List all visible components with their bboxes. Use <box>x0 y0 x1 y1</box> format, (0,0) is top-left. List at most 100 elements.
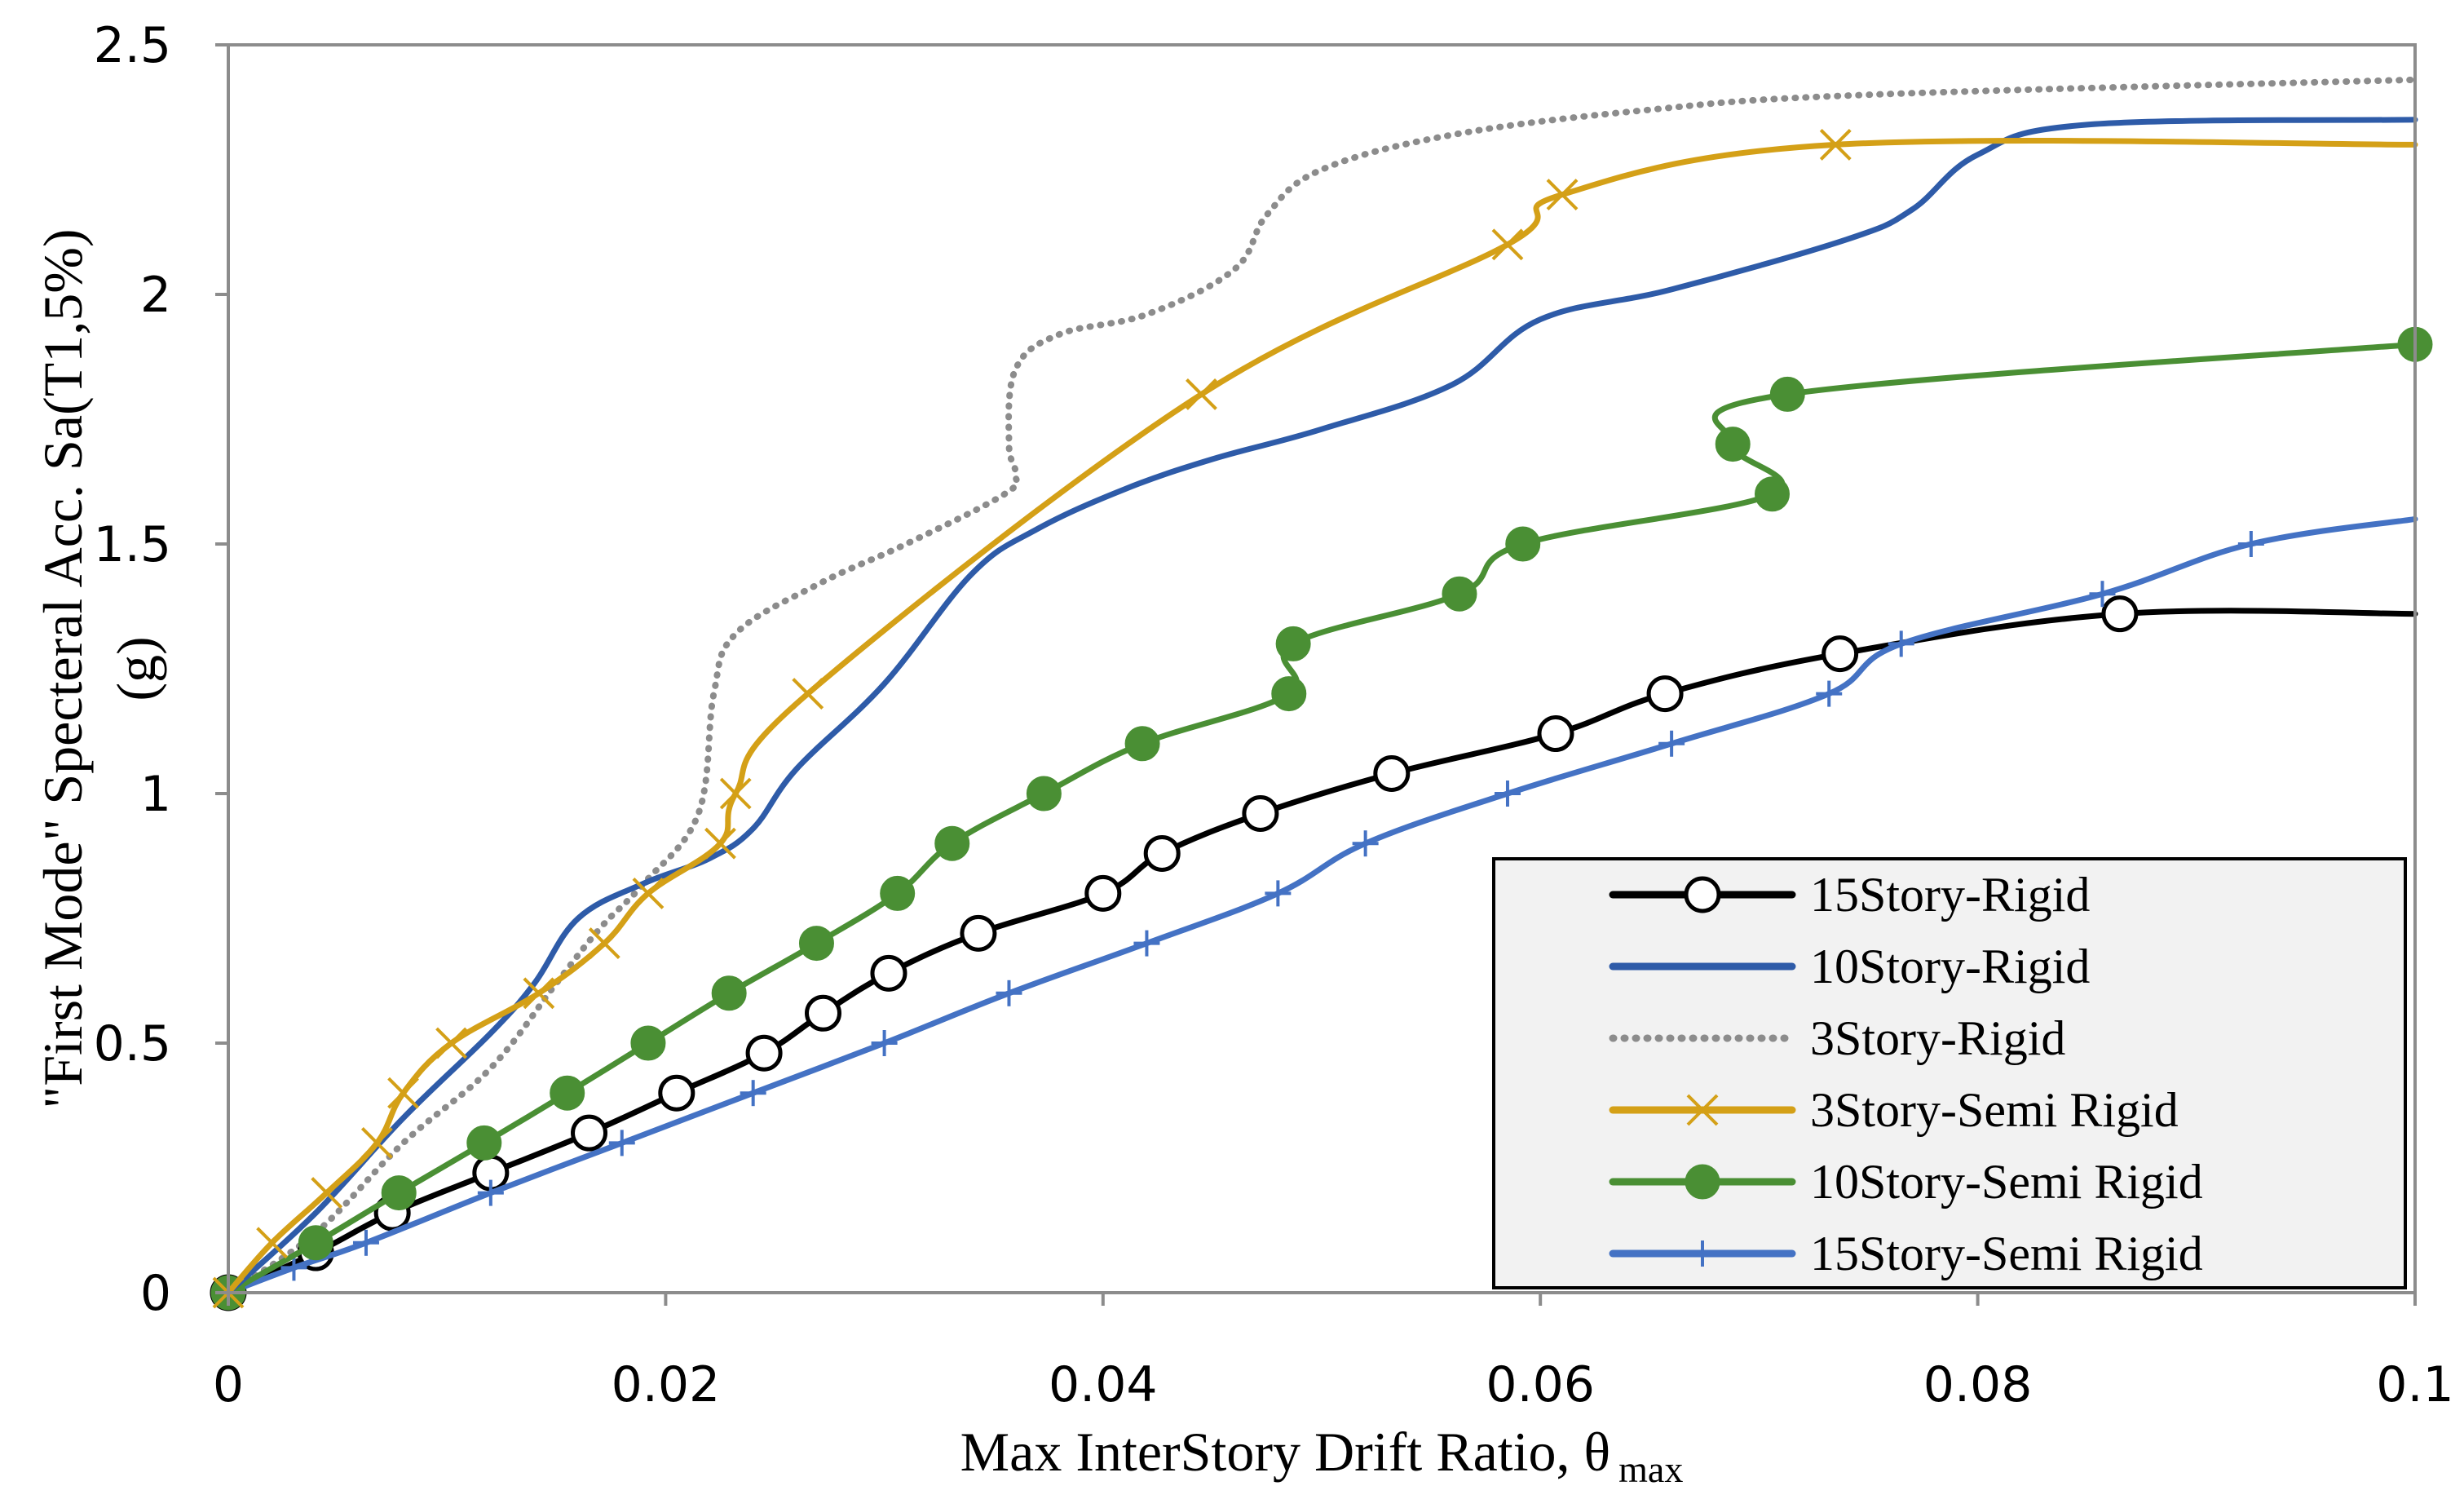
data-point-15story-semi-rigid-13 <box>1816 680 1843 707</box>
x-axis-title-main: Max InterStory Drift Ratio, θ <box>960 1421 1610 1483</box>
data-point-15story-rigid-9 <box>960 914 997 952</box>
legend-marker-15story-semi-rigid <box>1689 1240 1716 1267</box>
data-point-15story-rigid-11 <box>1143 834 1181 872</box>
x-tick-label-0: 0 <box>213 1356 244 1413</box>
data-point-10story-semi-rigid-16 <box>1754 476 1790 512</box>
data-point-15story-semi-rigid-7 <box>996 980 1022 1006</box>
data-point-10story-semi-rigid-15 <box>1505 526 1541 562</box>
legend-label-3story-semi-rigid: 3Story-Semi Rigid <box>1810 1083 2179 1137</box>
x-tick-label-5: 0.1 <box>2376 1356 2453 1413</box>
data-point-3story-semi-rigid-3-stroke-b <box>360 1126 393 1159</box>
legend-entry-3story-semi-rigid: 3Story-Semi Rigid <box>1609 1083 2179 1137</box>
data-point-3story-semi-rigid-4-stroke-b <box>387 1077 419 1109</box>
data-point-15story-semi-rigid-14 <box>1888 630 1914 657</box>
data-point-3story-semi-rigid-8 <box>632 877 665 909</box>
x-tick-label-3: 0.06 <box>1486 1356 1595 1413</box>
x-tick-label-4: 0.08 <box>1923 1356 2033 1413</box>
data-point-3story-semi-rigid-7-stroke-b <box>588 927 620 960</box>
data-point-10story-semi-rigid-5 <box>630 1025 666 1061</box>
data-point-10story-semi-rigid-10 <box>1026 776 1062 811</box>
data-point-3story-semi-rigid-15-stroke-b <box>1819 128 1852 161</box>
data-point-15story-rigid-8 <box>870 954 907 992</box>
data-point-15story-semi-rigid-5 <box>740 1080 766 1107</box>
data-point-15story-rigid-13 <box>1373 755 1411 793</box>
data-point-3story-semi-rigid-9 <box>704 827 736 860</box>
y-tick-label-2: 1 <box>140 766 171 823</box>
series-line-15story-semi-rigid <box>225 515 2418 1296</box>
data-point-3story-semi-rigid-15 <box>1819 128 1852 161</box>
x-tick-label-2: 0.04 <box>1049 1356 1158 1413</box>
data-point-3story-semi-rigid-11 <box>792 678 824 710</box>
y-tick-label-3: 1.5 <box>94 516 171 573</box>
data-point-15story-semi-rigid-8 <box>1133 930 1160 957</box>
data-point-10story-semi-rigid-18 <box>1769 376 1805 412</box>
series-line-10story-rigid <box>225 117 2418 1296</box>
series-line-3story-rigid <box>225 76 2418 1296</box>
data-point-15story-rigid-12 <box>1242 794 1279 832</box>
data-point-3story-semi-rigid-12-stroke-b <box>1186 378 1217 410</box>
legend-entry-10story-rigid: 10Story-Rigid <box>1609 940 2090 993</box>
data-point-15story-rigid-15 <box>1646 675 1684 713</box>
data-point-15story-rigid-7 <box>805 994 842 1032</box>
legend-label-15story-rigid: 15Story-Rigid <box>1810 868 2090 922</box>
data-point-15story-semi-rigid-1 <box>280 1254 307 1281</box>
legend: 15Story-Rigid 10Story-Rigid 3Story-Rigid 3S… <box>1492 857 2407 1289</box>
legend-label-10story-rigid: 10Story-Rigid <box>1810 940 2090 993</box>
legend-entry-15story-semi-rigid: 15Story-Semi Rigid <box>1609 1227 2203 1280</box>
data-point-15story-rigid-5 <box>658 1074 695 1112</box>
data-point-10story-semi-rigid-2 <box>381 1175 417 1211</box>
x-axis-title-subscript: max <box>1618 1448 1683 1490</box>
data-point-15story-rigid-17 <box>2101 595 2139 633</box>
data-point-3story-semi-rigid-8-stroke-b <box>632 877 665 909</box>
data-point-3story-semi-rigid-3 <box>360 1126 393 1159</box>
data-point-15story-semi-rigid-3 <box>477 1179 504 1206</box>
data-point-15story-semi-rigid-10 <box>1352 830 1379 857</box>
data-point-10story-semi-rigid-12 <box>1271 676 1307 712</box>
legend-label-3story-rigid: 3Story-Rigid <box>1810 1011 2065 1065</box>
data-point-3story-semi-rigid-2-stroke-b <box>311 1177 343 1209</box>
data-point-3story-semi-rigid-6 <box>523 977 555 1010</box>
data-point-15story-rigid-4 <box>571 1114 608 1152</box>
data-point-10story-semi-rigid-9 <box>934 825 970 861</box>
data-point-10story-semi-rigid-13 <box>1275 626 1311 661</box>
data-point-3story-semi-rigid-5 <box>435 1027 467 1059</box>
y-axis-title-line1: "First Mode" Specteral Acc. Sa(T1,5%) <box>32 228 94 1108</box>
y-tick-label-0: 0 <box>140 1265 171 1322</box>
data-point-3story-semi-rigid-6-stroke-b <box>523 977 555 1010</box>
series-line-3story-semi-rigid <box>225 138 2418 1296</box>
series-3story-semi-rigid <box>212 128 2418 1309</box>
data-point-10story-semi-rigid-7 <box>798 926 834 962</box>
legend-label-15story-semi-rigid: 15Story-Semi Rigid <box>1810 1227 2203 1280</box>
data-point-15story-rigid-16 <box>1822 635 1859 673</box>
legend-entry-10story-semi-rigid: 10Story-Semi Rigid <box>1609 1155 2203 1209</box>
data-point-15story-rigid-14 <box>1537 715 1574 753</box>
data-point-10story-semi-rigid-6 <box>711 975 747 1011</box>
legend-box <box>1492 857 2407 1289</box>
data-point-3story-semi-rigid-5-stroke-b <box>435 1027 467 1059</box>
y-tick-label-5: 2.5 <box>94 17 171 74</box>
data-point-15story-semi-rigid-6 <box>871 1030 898 1056</box>
data-point-15story-rigid-6 <box>745 1034 783 1072</box>
plot-area-frame <box>227 43 2417 1294</box>
data-point-3story-semi-rigid-13 <box>1491 228 1524 261</box>
legend-entry-15story-rigid: 15Story-Rigid <box>1609 868 2090 922</box>
legend-entries: 15Story-Rigid 10Story-Rigid 3Story-Rigid 3S… <box>1609 868 2203 1280</box>
data-point-3story-semi-rigid-7 <box>588 927 620 960</box>
data-point-3story-semi-rigid-14-stroke-b <box>1546 179 1579 211</box>
data-point-3story-semi-rigid-10 <box>719 777 752 810</box>
y-tick-label-1: 0.5 <box>94 1015 171 1072</box>
legend-marker-15story-rigid <box>1684 876 1721 913</box>
series-3story-rigid <box>225 76 2418 1296</box>
legend-marker-10story-semi-rigid <box>1685 1164 1720 1200</box>
data-point-3story-semi-rigid-10-stroke-b <box>719 777 752 810</box>
y-axis-title-line2: (g) <box>105 636 167 701</box>
x-axis-title: Max InterStory Drift Ratio, θ max <box>960 1421 1684 1490</box>
data-point-3story-semi-rigid-4 <box>387 1077 419 1109</box>
data-point-3story-semi-rigid-14 <box>1546 179 1579 211</box>
data-point-3story-semi-rigid-13-stroke-b <box>1491 228 1524 261</box>
data-point-3story-semi-rigid-1 <box>256 1227 289 1259</box>
data-point-3story-semi-rigid-11-stroke-b <box>792 678 824 710</box>
data-point-15story-semi-rigid-9 <box>1265 880 1292 907</box>
data-point-15story-semi-rigid-2 <box>352 1229 379 1256</box>
